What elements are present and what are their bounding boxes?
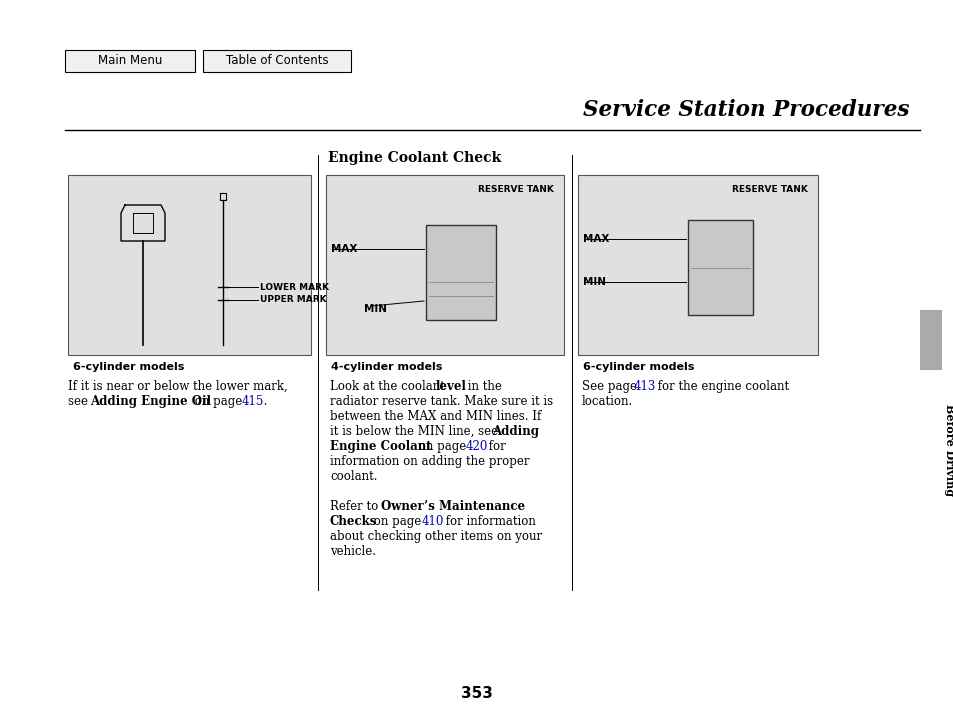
Text: 4-cylinder models: 4-cylinder models [331,362,442,372]
Text: on page: on page [370,515,424,528]
Text: 413: 413 [634,380,656,393]
Text: level: level [436,380,466,393]
Text: Before Driving: Before Driving [943,404,953,496]
Bar [68,175,311,355]
Text: about checking other items on your: about checking other items on your [330,530,541,543]
Text: it is below the MIN line, see: it is below the MIN line, see [330,425,501,438]
Bar [426,225,496,320]
Text: UPPER MARK: UPPER MARK [260,295,326,305]
Text: If it is near or below the lower mark,: If it is near or below the lower mark, [68,380,288,393]
Text: location.: location. [581,395,633,408]
Bar [578,175,817,355]
Text: 420: 420 [465,440,488,453]
Text: 6-cylinder models: 6-cylinder models [73,362,184,372]
Text: RESERVE TANK: RESERVE TANK [731,184,807,194]
Bar [203,50,351,72]
Text: MAX: MAX [331,244,357,253]
Text: RESERVE TANK: RESERVE TANK [477,184,554,194]
Text: Engine Coolant: Engine Coolant [330,440,431,453]
Text: 353: 353 [460,685,493,701]
Text: Main Menu: Main Menu [98,55,162,68]
Text: Service Station Procedures: Service Station Procedures [583,99,909,121]
Text: See page: See page [581,380,640,393]
Text: MAX: MAX [582,234,609,244]
Text: Adding: Adding [492,425,538,438]
Text: Engine Coolant Check: Engine Coolant Check [328,151,500,165]
Text: Owner’s Maintenance: Owner’s Maintenance [380,500,524,513]
Text: LOWER MARK: LOWER MARK [260,282,329,292]
Text: coolant.: coolant. [330,470,377,483]
Text: see: see [68,395,91,408]
Text: Checks: Checks [330,515,377,528]
Bar [65,50,194,72]
Text: information on adding the proper: information on adding the proper [330,455,529,468]
Text: on page: on page [415,440,470,453]
Bar [687,220,752,315]
Text: between the MAX and MIN lines. If: between the MAX and MIN lines. If [330,410,540,423]
Text: vehicle.: vehicle. [330,545,375,558]
Bar [919,310,941,370]
Text: MIN: MIN [364,304,387,314]
Text: for information: for information [441,515,536,528]
Text: 6-cylinder models: 6-cylinder models [582,362,694,372]
Text: 415: 415 [242,395,264,408]
Text: MIN: MIN [582,276,605,287]
Text: for: for [484,440,505,453]
Text: radiator reserve tank. Make sure it is: radiator reserve tank. Make sure it is [330,395,553,408]
Text: .: . [260,395,267,408]
Text: Table of Contents: Table of Contents [226,55,328,68]
Text: on page: on page [191,395,246,408]
Text: Refer to: Refer to [330,500,381,513]
Text: Look at the coolant: Look at the coolant [330,380,448,393]
Text: for the engine coolant: for the engine coolant [654,380,788,393]
Text: 410: 410 [421,515,444,528]
Text: in the: in the [463,380,501,393]
Bar [326,175,563,355]
Text: Adding Engine Oil: Adding Engine Oil [90,395,211,408]
